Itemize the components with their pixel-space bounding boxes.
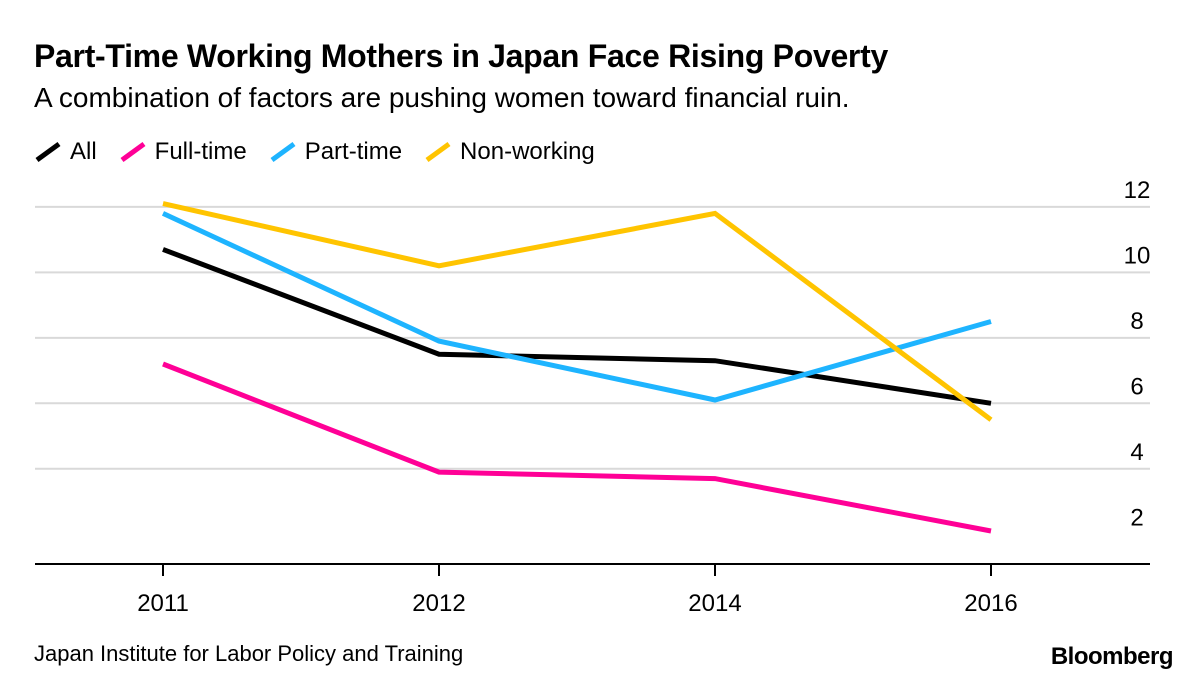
y-tick-label: 8 xyxy=(1130,308,1143,335)
legend-swatch-part-time xyxy=(270,141,296,163)
legend: All Full-time Part-time Non-working xyxy=(34,138,617,166)
legend-label-part-time: Part-time xyxy=(304,138,403,165)
x-tick-label: 2014 xyxy=(688,590,741,617)
legend-swatch-non-working xyxy=(425,141,451,163)
y-tick-label: 2 xyxy=(1130,504,1143,531)
legend-item-non-working: Non-working xyxy=(424,138,595,166)
x-tick-label: 2011 xyxy=(137,590,189,617)
series-line-full-time xyxy=(162,361,992,534)
x-tick-label: 2012 xyxy=(412,590,465,617)
legend-label-non-working: Non-working xyxy=(460,138,595,165)
y-tick-label: 12 xyxy=(1124,177,1151,204)
x-tick-label: 2016 xyxy=(964,590,1017,617)
series-line-non-working xyxy=(162,201,993,422)
legend-label-all: All xyxy=(70,138,97,165)
legend-swatch-full-time xyxy=(120,141,146,163)
y-tick-label: 10 xyxy=(1124,242,1151,269)
chart-title: Part-Time Working Mothers in Japan Face … xyxy=(34,38,888,74)
y-tick-label: 4 xyxy=(1130,439,1143,466)
source-note: Japan Institute for Labor Policy and Tra… xyxy=(34,641,464,666)
series-line-part-time xyxy=(161,211,992,403)
legend-label-full-time: Full-time xyxy=(154,138,247,165)
chart-subtitle: A combination of factors are pushing wom… xyxy=(34,82,850,113)
legend-item-full-time: Full-time xyxy=(119,138,247,166)
legend-swatch-all xyxy=(35,141,61,163)
series-line-all xyxy=(162,247,992,406)
bloomberg-logo: Bloomberg xyxy=(1050,643,1174,670)
y-tick-label: 6 xyxy=(1130,373,1143,400)
legend-item-part-time: Part-time xyxy=(269,138,402,166)
legend-item-all: All xyxy=(34,138,97,166)
